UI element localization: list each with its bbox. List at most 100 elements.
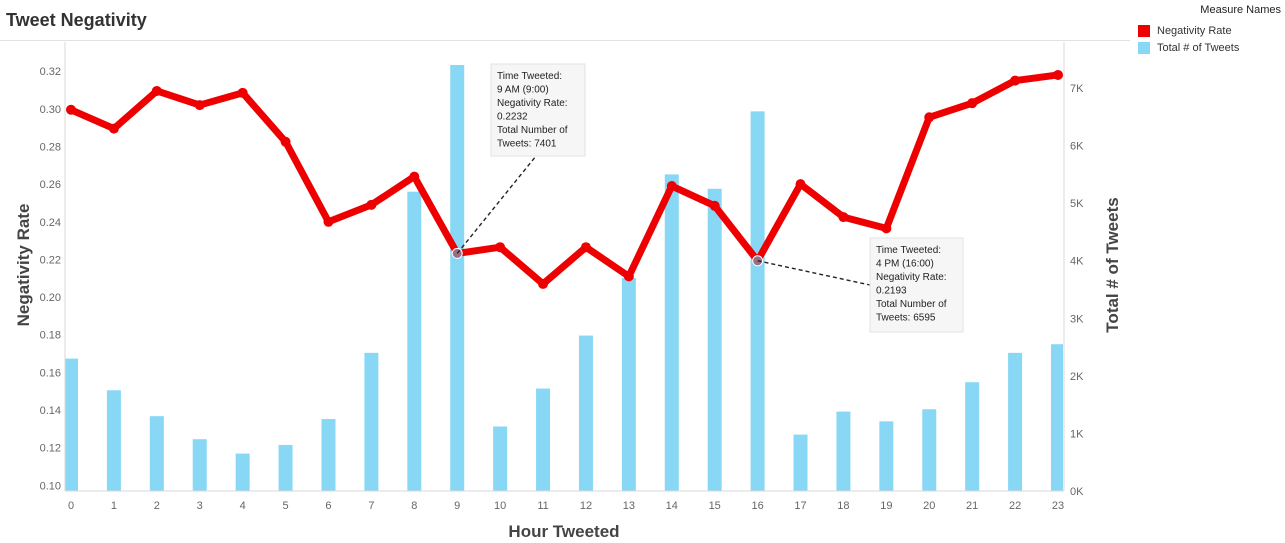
y-left-tick-label: 0.16: [40, 367, 61, 379]
title-divider: [0, 40, 1130, 41]
point-negativity-hour-2: [151, 85, 162, 96]
y-right-tick-label: 4K: [1070, 256, 1084, 268]
annotation-connector-hour-16: [757, 260, 871, 286]
point-negativity-hour-23: [1053, 69, 1063, 80]
point-negativity-hour-21: [967, 98, 978, 109]
y-left-tick-label: 0.30: [40, 104, 61, 116]
annotation-text: Negativity Rate:: [876, 272, 947, 283]
x-tick-label: 20: [923, 500, 935, 512]
y-left-tick-label: 0.26: [40, 179, 61, 191]
legend-item-total-tweets[interactable]: Total # of Tweets: [1138, 39, 1283, 56]
bar-tweets-hour-19: [879, 421, 894, 491]
point-negativity-hour-20: [924, 112, 935, 123]
x-tick-label: 23: [1052, 500, 1064, 512]
point-negativity-hour-14: [666, 181, 677, 192]
bar-tweets-hour-5: [278, 444, 293, 491]
y-left-tick-label: 0.28: [40, 141, 61, 153]
x-tick-label: 5: [283, 500, 289, 512]
bar-tweets-hour-9: [450, 64, 465, 491]
bar-tweets-hour-6: [321, 419, 336, 491]
x-tick-label: 18: [837, 500, 849, 512]
x-tick-label: 22: [1009, 500, 1021, 512]
point-negativity-hour-18: [838, 212, 849, 223]
y-right-tick-label: 5K: [1070, 198, 1084, 210]
point-negativity-hour-17: [795, 179, 806, 190]
bar-tweets-hour-20: [922, 409, 937, 491]
x-tick-label: 11: [537, 500, 548, 512]
x-tick-label: 10: [494, 500, 506, 512]
y-left-tick-label: 0.18: [40, 330, 61, 342]
bar-tweets-hour-0: [65, 358, 78, 491]
x-tick-label: 0: [68, 500, 74, 512]
x-tick-label: 19: [880, 500, 892, 512]
annotation-text: 0.2193: [876, 286, 907, 297]
x-tick-label: 21: [966, 500, 978, 512]
bar-tweets-hour-4: [235, 453, 250, 491]
x-tick-label: 13: [623, 500, 635, 512]
bar-tweets-hour-10: [493, 426, 508, 491]
legend: Measure Names Negativity Rate Total # of…: [1138, 4, 1283, 56]
bar-tweets-hour-7: [364, 352, 379, 491]
y-right-tick-label: 0K: [1070, 486, 1084, 498]
annotation-text: Time Tweeted:: [497, 71, 562, 82]
annotation-text: Negativity Rate:: [497, 98, 568, 109]
bar-tweets-hour-11: [536, 388, 551, 491]
x-tick-label: 3: [197, 500, 203, 512]
x-tick-label: 4: [240, 500, 246, 512]
bar-tweets-hour-14: [664, 174, 679, 491]
bar-tweets-hour-17: [793, 434, 808, 491]
annotation-text: Time Tweeted:: [876, 245, 941, 256]
bar-tweets-hour-22: [1008, 352, 1023, 491]
x-tick-label: 9: [454, 500, 460, 512]
bar-tweets-hour-3: [192, 439, 207, 491]
annotation-box-hour-16: [869, 237, 964, 333]
annotation-text: 9 AM (9:00): [497, 85, 549, 96]
legend-item-negativity-rate[interactable]: Negativity Rate: [1138, 22, 1283, 39]
x-tick-label: 14: [666, 500, 678, 512]
point-negativity-hour-4: [237, 87, 248, 98]
chart-title: Tweet Negativity: [6, 10, 147, 30]
x-tick-label: 8: [411, 500, 417, 512]
y-left-tick-label: 0.32: [40, 66, 61, 78]
x-tick-label: 2: [154, 500, 160, 512]
point-negativity-hour-8: [409, 171, 420, 182]
y-left-tick-label: 0.10: [40, 480, 61, 492]
point-negativity-hour-12: [580, 242, 591, 253]
annotation-text: Tweets: 7401: [497, 139, 557, 150]
legend-swatch-negativity-rate: [1138, 24, 1150, 37]
bar-tweets-hour-15: [707, 188, 722, 492]
point-negativity-hour-6: [323, 216, 334, 227]
point-negativity-hour-5: [280, 136, 291, 147]
annotation-text: Total Number of: [497, 125, 568, 136]
x-tick-label: 7: [368, 500, 374, 512]
annotation-text: Tweets: 6595: [876, 313, 936, 324]
legend-label-total-tweets: Total # of Tweets: [1157, 41, 1240, 54]
line-series: [66, 69, 1063, 289]
bar-series: [65, 64, 1063, 492]
x-tick-label: 17: [794, 500, 806, 512]
annotation-text: 4 PM (16:00): [876, 259, 934, 270]
bar-tweets-hour-23: [1051, 344, 1063, 491]
y-right-tick-label: 3K: [1070, 313, 1084, 325]
legend-swatch-total-tweets: [1138, 41, 1150, 54]
point-negativity-hour-15: [709, 200, 720, 211]
x-tick-label: 16: [751, 500, 763, 512]
annotation-text: Total Number of: [876, 299, 947, 310]
point-negativity-hour-9: [451, 247, 463, 259]
legend-label-negativity-rate: Negativity Rate: [1157, 24, 1232, 37]
negativity-rate-line: [67, 71, 1062, 288]
x-tick-label: 12: [580, 500, 592, 512]
bar-tweets-hour-8: [407, 191, 422, 491]
bar-tweets-hour-12: [578, 335, 593, 491]
point-negativity-hour-1: [108, 123, 119, 134]
annotation-text: 0.2232: [497, 112, 528, 123]
point-negativity-hour-10: [495, 242, 506, 253]
legend-title: Measure Names: [1200, 4, 1281, 16]
bar-tweets-hour-2: [149, 416, 164, 491]
annotation-box-hour-9: [490, 63, 586, 157]
annotations: Time Tweeted: 9 AM (9:00) Negativity Rate:…: [456, 63, 964, 333]
point-negativity-hour-22: [1010, 75, 1021, 86]
y-axis-title-right: Total # of Tweets: [1103, 197, 1122, 332]
point-negativity-hour-13: [623, 271, 634, 282]
